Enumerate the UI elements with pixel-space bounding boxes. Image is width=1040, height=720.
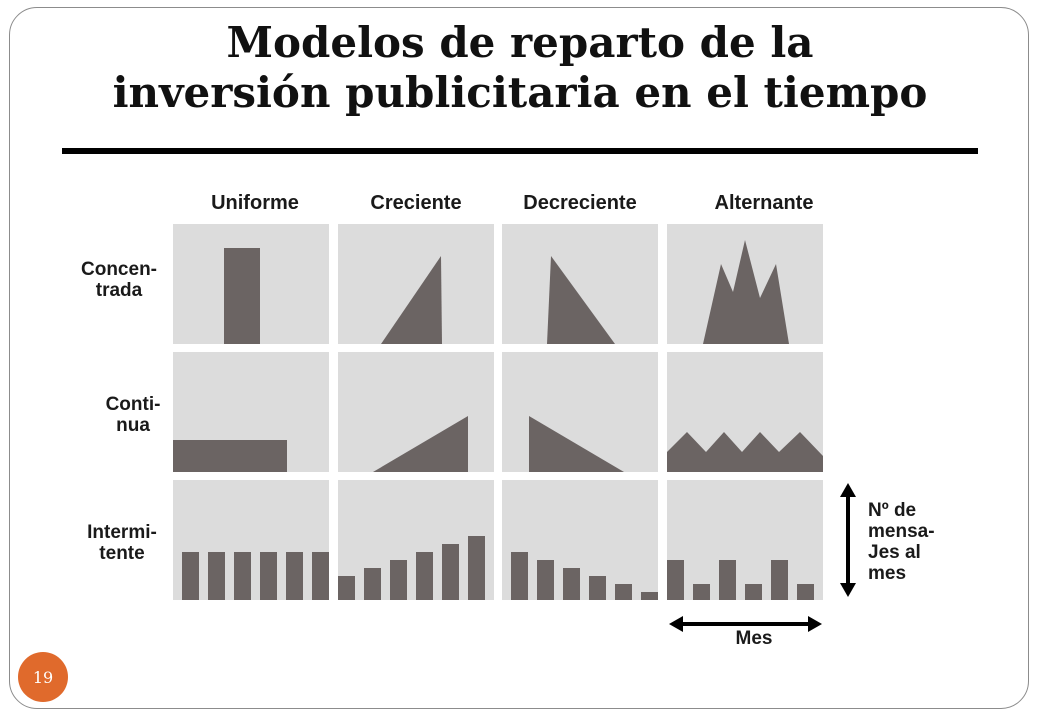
- bar: [745, 584, 762, 600]
- bar: [390, 560, 407, 600]
- legend-line: Jes al: [868, 542, 921, 563]
- bar: [260, 552, 277, 600]
- legend-line: mensa-: [868, 521, 935, 542]
- bar: [234, 552, 251, 600]
- bar: [771, 560, 788, 600]
- row-label-line: Intermi-: [87, 522, 157, 543]
- bar: [693, 584, 710, 600]
- vertical-double-arrow-icon: [840, 483, 856, 597]
- bar: [468, 536, 485, 600]
- column-label-creciente: Creciente: [370, 192, 462, 214]
- shape-continua-alternante: [667, 432, 823, 472]
- shape-concentrada-alternante: [703, 240, 789, 344]
- bar: [182, 552, 199, 600]
- row-label-line: tente: [99, 543, 145, 564]
- bar: [511, 552, 528, 600]
- bar: [312, 552, 329, 600]
- slide-title: Modelos de reparto de la inversión publi…: [40, 18, 1000, 118]
- title-line-2: inversión publicitaria en el tiempo: [112, 68, 928, 117]
- bar: [615, 584, 632, 600]
- bar: [563, 568, 580, 600]
- row-label-continua: Conti- nua: [58, 394, 208, 436]
- horizontal-double-arrow-icon: [669, 616, 822, 632]
- title-underline: [62, 148, 978, 154]
- bar: [537, 560, 554, 600]
- bar: [719, 560, 736, 600]
- bar: [338, 576, 355, 600]
- row-label-line: nua: [116, 415, 150, 436]
- legend-line: Nº de: [868, 500, 917, 521]
- bar: [442, 544, 459, 600]
- bars-intermitente-alternante: [667, 560, 814, 600]
- bars-intermitente-decreciente: [511, 552, 658, 600]
- bar: [416, 552, 433, 600]
- row-label-intermitente: Intermi- tente: [47, 522, 197, 564]
- bars-intermitente-creciente: [338, 536, 485, 600]
- bar: [797, 584, 814, 600]
- shape-concentrada-decreciente: [547, 256, 615, 344]
- row-label-line: Conti-: [105, 394, 161, 415]
- column-label-decreciente: Decreciente: [523, 192, 637, 214]
- legend-line: mes: [868, 563, 907, 584]
- row-label-line: Concen-: [81, 259, 157, 280]
- bar: [641, 592, 658, 600]
- bars-intermitente-uniforme: [182, 552, 329, 600]
- column-label-alternante: Alternante: [714, 192, 814, 214]
- panel-intermitente-alternante: [667, 480, 823, 600]
- bar: [286, 552, 303, 600]
- bar: [667, 560, 684, 600]
- bar: [364, 568, 381, 600]
- y-axis-legend: Nº de mensa- Jes al mes: [868, 500, 935, 584]
- row-label-line: trada: [95, 280, 143, 301]
- column-label-uniforme: Uniforme: [211, 192, 299, 214]
- shape-continua-decreciente: [529, 416, 624, 472]
- shape-concentrada-creciente: [381, 256, 442, 344]
- bar: [208, 552, 225, 600]
- x-axis-legend: Mes: [735, 628, 773, 649]
- shape-continua-uniforme: [173, 440, 287, 472]
- shape-concentrada-uniforme: [224, 248, 260, 344]
- bar: [589, 576, 606, 600]
- page-number-badge: 19: [18, 652, 68, 702]
- shape-continua-creciente: [373, 416, 468, 472]
- title-line-1: Modelos de reparto de la: [226, 18, 814, 67]
- row-label-concentrada: Concen- trada: [44, 259, 194, 301]
